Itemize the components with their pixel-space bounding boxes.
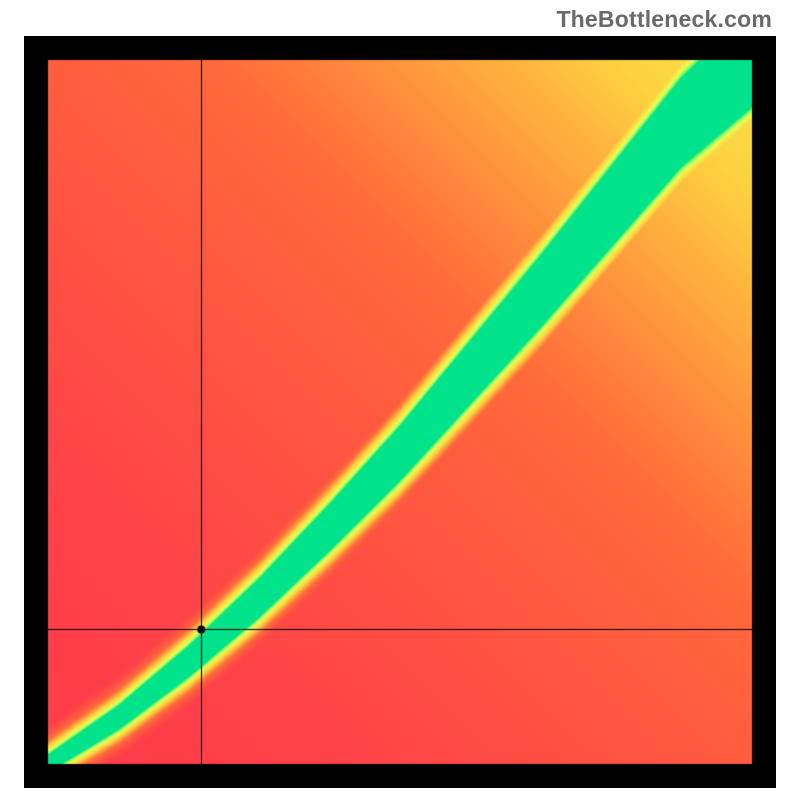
chart-frame — [24, 36, 776, 788]
watermark-text: TheBottleneck.com — [556, 6, 772, 33]
bottleneck-heatmap — [24, 36, 776, 788]
chart-container: TheBottleneck.com — [0, 0, 800, 800]
